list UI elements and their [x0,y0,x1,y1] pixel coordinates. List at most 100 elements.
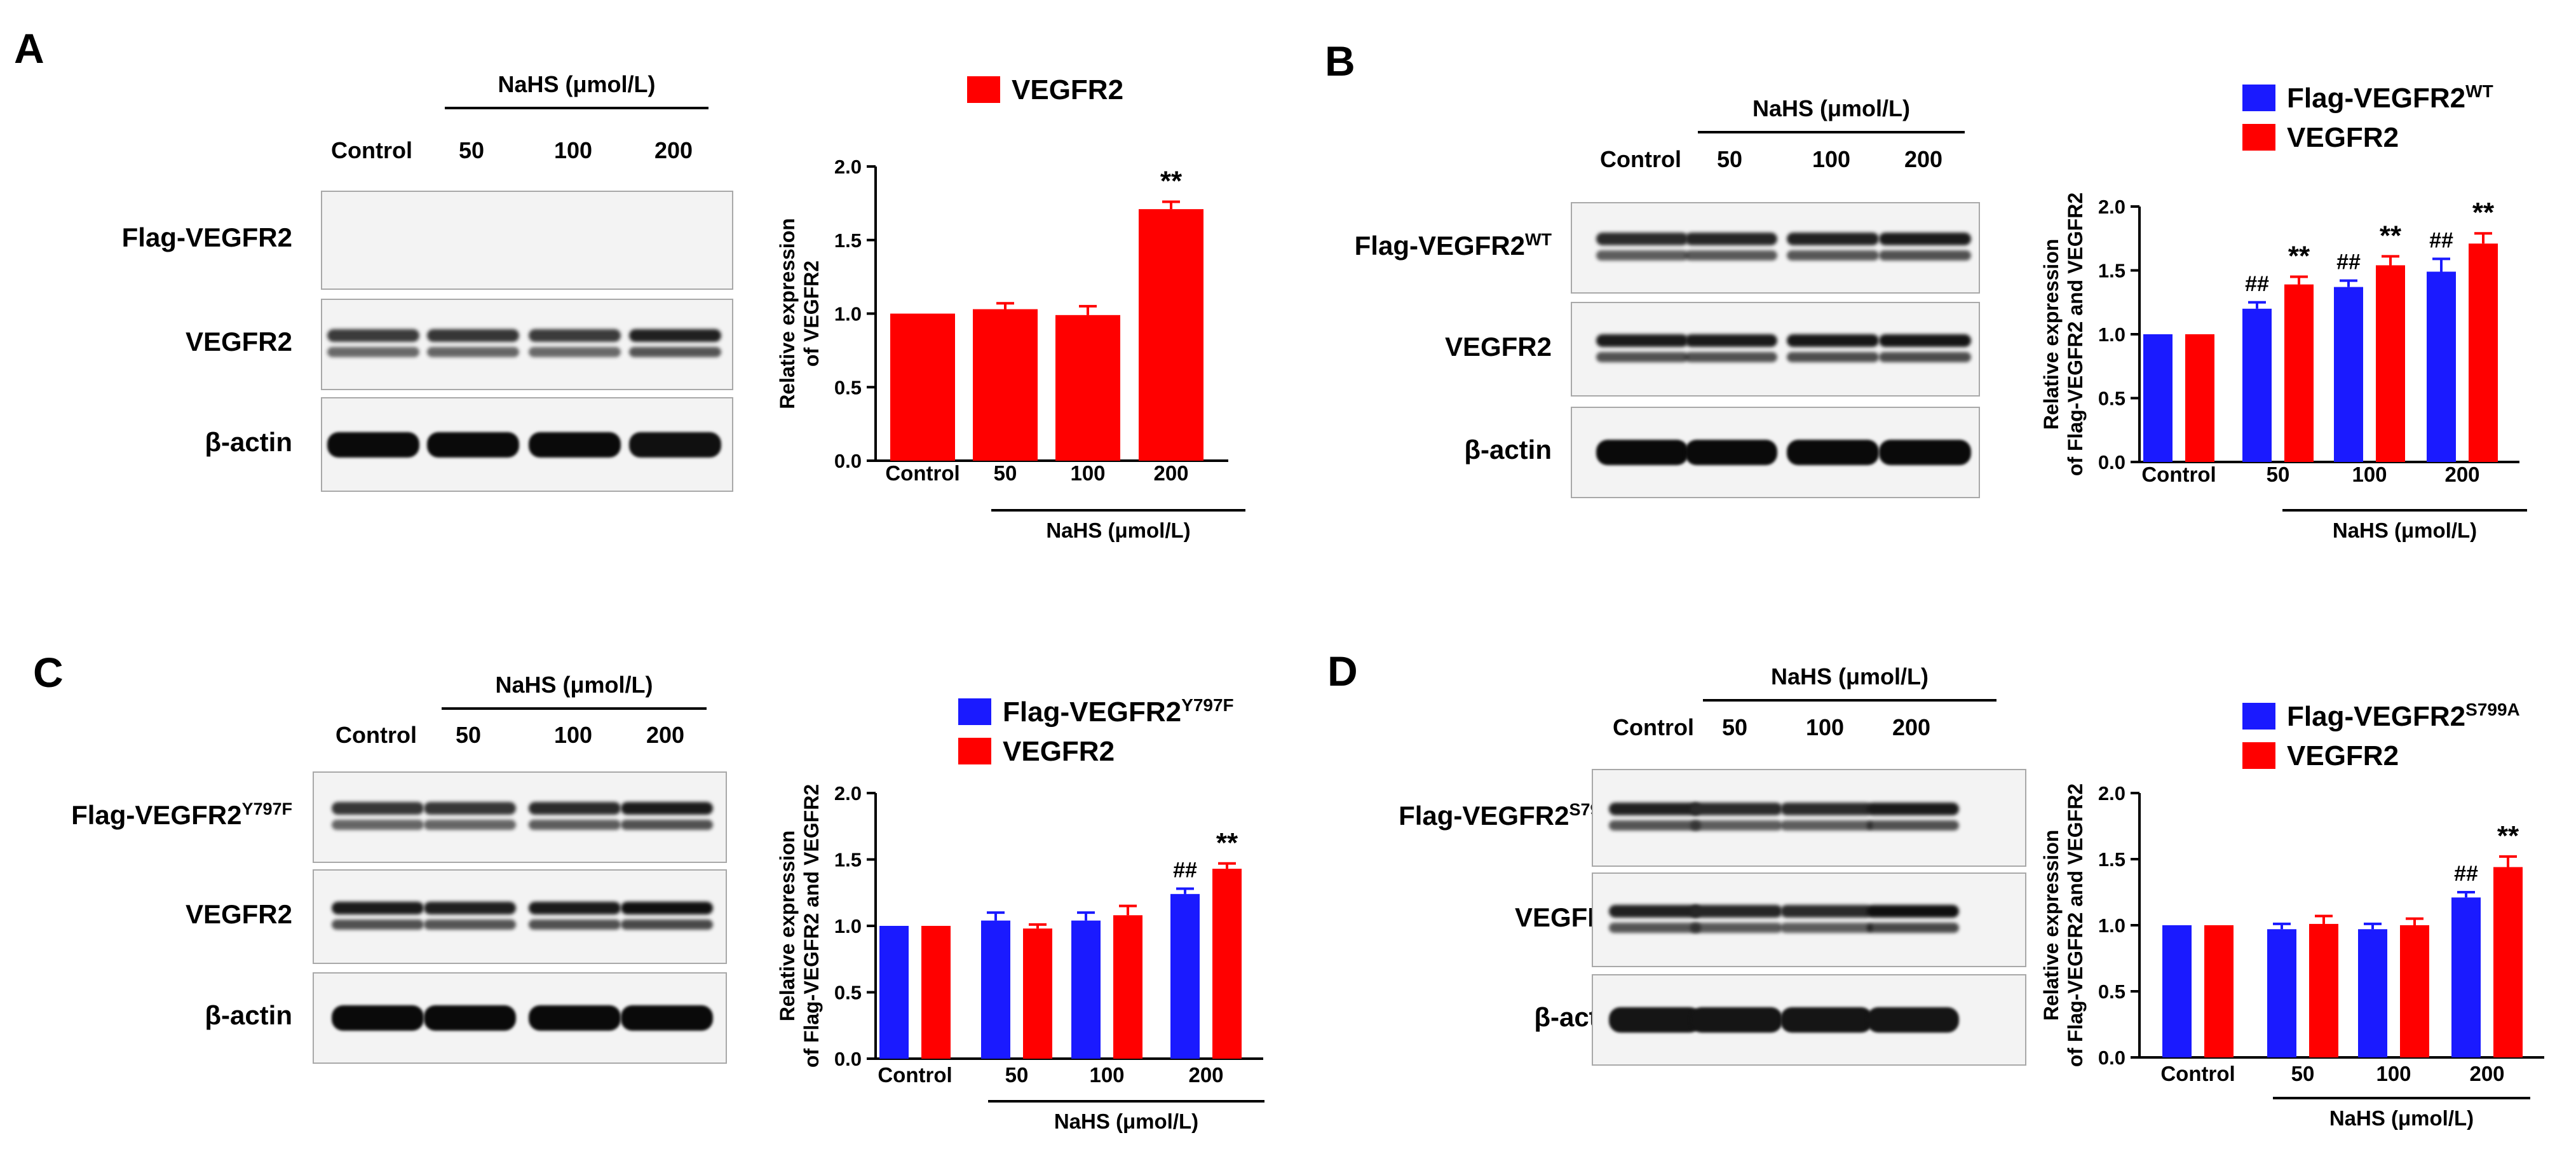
blot-band [1787,351,1879,362]
blot-strip [1571,302,1980,397]
y-tick-label: 1.5 [834,229,862,252]
bar-flag-vegfr2-200 [2451,897,2481,1057]
blot-band [1596,334,1688,347]
blot-row-name: Flag-VEGFR2 [71,800,242,830]
blot-row-name: VEGFR2 [1444,331,1552,362]
x-group-label: NaHS (μmol/L) [1046,519,1190,542]
x-tick-label: 100 [1089,1063,1124,1087]
blot-lane-label: Control [1613,714,1694,740]
bar-chart: 0.0 0.5 1.0 1.5 2.0 Relative expressionof VEG… [776,74,1245,542]
blot-band [427,329,519,342]
bar-flag-vegfr2-200 [1170,893,1200,1059]
y-tick-label: 0.5 [834,982,862,1004]
blot-strip [313,869,727,964]
panel-label: D [1327,648,1358,695]
blot-lane-label: Control [336,722,417,748]
bar-flag-vegfr2-100 [2334,287,2363,462]
legend-label: VEGFR2 [1012,74,1123,105]
blot-lane-label: 200 [1892,714,1931,740]
blot-band [621,820,713,830]
y-tick-label: 1.0 [834,303,862,325]
blot-band [529,901,621,914]
blot-group-line [1703,699,1996,702]
blot-band [424,919,516,930]
blot-lane-label: 200 [646,722,685,748]
blot-row-name: Flag-VEGFR2 [121,222,292,252]
blot-band [427,347,519,357]
blot-row-name: β-actin [1464,435,1552,465]
blot-row-name: Flag-VEGFR2 [1399,801,1569,831]
blot-band [1690,1007,1782,1033]
y-tick-label: 0.5 [2098,981,2125,1003]
blot-band [332,901,424,914]
blot-group-label: NaHS (μmol/L) [1770,663,1929,689]
blot-band [1879,233,1971,245]
legend-label: Flag-VEGFR2S799A [2287,700,2520,732]
blot-row-name: Flag-VEGFR2 [1354,231,1526,261]
blot-band [629,329,721,342]
y-tick-label: 0.0 [834,450,862,472]
significance-marker: ## [2245,272,2269,296]
y-tick-label: 0.0 [834,1048,862,1070]
blot-band [1690,803,1782,815]
y-tick-label: 2.0 [2098,782,2125,804]
blot-row-label: Flag-VEGFR2S799A [1399,800,1622,831]
blot-group-line [1698,131,1965,133]
significance-marker: ** [2288,241,2310,272]
blot-band [1685,334,1777,347]
x-group-label: NaHS (μmol/L) [2329,1106,2474,1130]
blot-band [332,802,424,815]
blot-row-label: VEGFR2 [186,899,292,930]
y-tick-label: 1.0 [2098,914,2125,937]
blot-band [1685,250,1777,261]
x-tick-label: Control [878,1063,952,1087]
legend-swatch [2242,124,2275,151]
blot-band [621,919,713,930]
legend-label: Flag-VEGFR2WT [2287,81,2493,114]
x-tick-label: 200 [1188,1063,1223,1087]
blot-lane-label: 200 [654,137,693,163]
panel-label: C [33,649,64,696]
legend-swatch [2242,703,2275,730]
blot-lane-label: 100 [1812,146,1851,172]
blot-band [424,901,516,914]
blot-band [1609,820,1701,831]
blot-group-label: NaHS (μmol/L) [1752,95,1911,121]
blot-band [621,1005,713,1031]
blot-band [1780,922,1873,933]
blot-row-name: VEGFR2 [185,899,292,929]
panel-b: B NaHS (μmol/L) Control 50 100 200 Flag-VEGFR2… [1288,0,2576,577]
blot-band [529,431,621,458]
blot-strip [1592,872,2026,967]
blot-band [1787,334,1879,347]
blot-row-superscript: Y797F [241,799,292,818]
blot-row-name: VEGFR2 [185,327,292,356]
blot-band [1609,803,1701,815]
blot-band [1596,250,1688,261]
bar-vegfr2-200 [1139,209,1203,461]
bar-flag-vegfr2-50 [2242,308,2272,462]
blot-band [1787,440,1879,465]
legend-label: VEGFR2 [2287,740,2399,771]
panel-c: C NaHS (μmol/L) Control 50 100 200 Flag-VEGFR2… [0,577,1288,1154]
blot-band [1879,440,1971,465]
y-tick-label: 1.0 [2098,323,2125,346]
blot-row-name: β-actin [205,1000,292,1030]
blot-lane-label: Control [1600,146,1681,172]
significance-marker: ## [1173,858,1197,882]
blot-lane-label: 200 [1904,146,1943,172]
blot-lane-label: 50 [1716,146,1743,172]
blot-strip [313,771,727,863]
x-tick-label: 100 [1070,461,1105,485]
bar-flag-vegfr2-control [879,926,909,1059]
blot-band [1596,351,1688,362]
y-axis-label: Relative expressionof VEGFR2 [776,218,823,409]
blot-lane-label: Control [331,137,412,163]
blot-row-label: VEGFR2 [186,327,292,357]
blot-group-label: NaHS (μmol/L) [498,71,656,97]
blot-band [621,901,713,914]
blot-row-name: β-actin [205,426,292,457]
blot-band [621,802,713,815]
bar-vegfr2-50 [2284,284,2314,462]
blot-band [1780,1007,1873,1033]
